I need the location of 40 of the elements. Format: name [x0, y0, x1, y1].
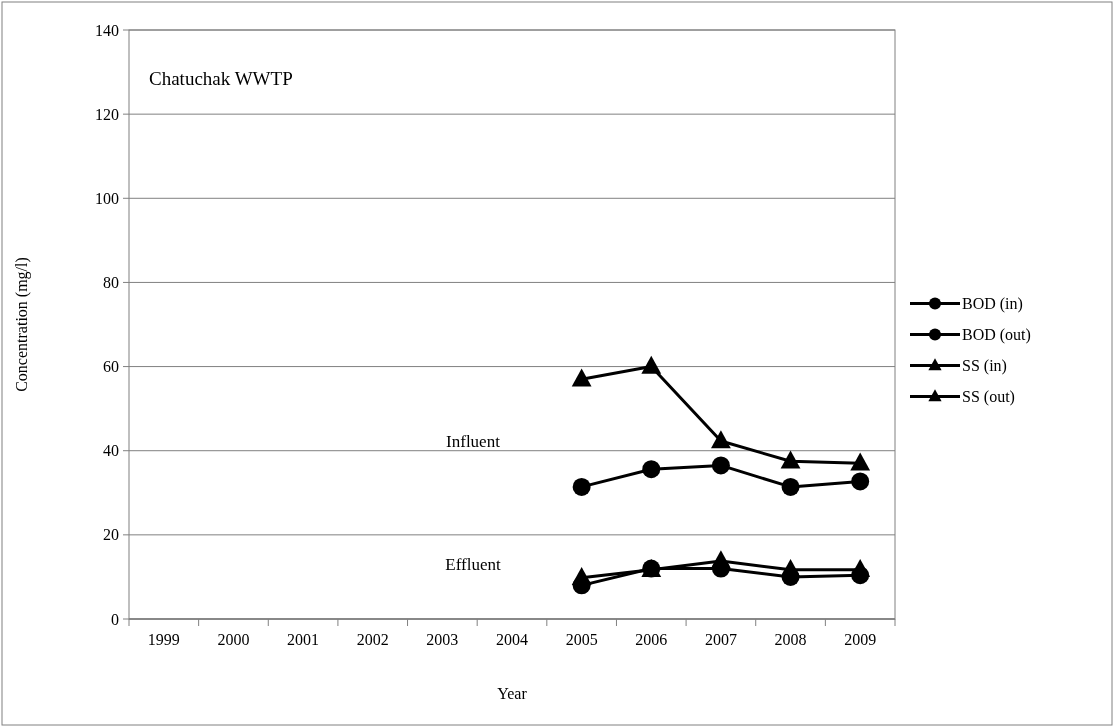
point [642, 460, 661, 479]
x-tick-label: 1999 [147, 631, 180, 648]
point [781, 477, 800, 496]
x-tick-label: 2004 [496, 631, 528, 648]
x-tick-label: 2001 [287, 631, 320, 648]
annotation: Chatuchak WWTP [149, 68, 293, 89]
y-tick-label: 120 [95, 105, 119, 123]
x-tick-label: 2007 [704, 631, 737, 648]
x-tick-label: 2003 [426, 631, 459, 648]
point [572, 477, 591, 496]
point [572, 576, 591, 595]
point [711, 456, 730, 475]
x-tick-label: 2002 [356, 631, 389, 648]
x-tick-label: 2006 [635, 631, 668, 648]
point [571, 368, 592, 387]
legend-label: BOD (in) [962, 295, 1023, 314]
point [711, 430, 731, 449]
y-tick-label: 0 [111, 610, 119, 628]
x-axis-title: Year [497, 685, 528, 702]
point [850, 452, 871, 471]
y-tick-label: 140 [95, 21, 119, 39]
annotation: Influent [446, 432, 501, 451]
point [851, 566, 870, 585]
legend-label: SS (in) [962, 357, 1007, 376]
annotation: Effluent [445, 555, 501, 574]
legend-label: BOD (out) [962, 326, 1031, 345]
x-tick-label: 2005 [565, 631, 598, 648]
x-tick-label: 2009 [844, 631, 877, 648]
point [641, 355, 662, 374]
x-tick-label: 2000 [217, 631, 250, 648]
point [780, 450, 801, 469]
point [851, 472, 870, 491]
y-tick-label: 20 [103, 526, 119, 544]
x-tick-label: 2008 [774, 631, 807, 648]
y-tick-label: 60 [103, 358, 119, 376]
y-tick-label: 80 [103, 274, 119, 292]
y-axis-title: Concentration (mg/l) [13, 257, 31, 392]
y-tick-label: 40 [103, 442, 119, 460]
y-tick-label: 100 [95, 189, 119, 207]
legend-label: SS (out) [962, 388, 1015, 407]
